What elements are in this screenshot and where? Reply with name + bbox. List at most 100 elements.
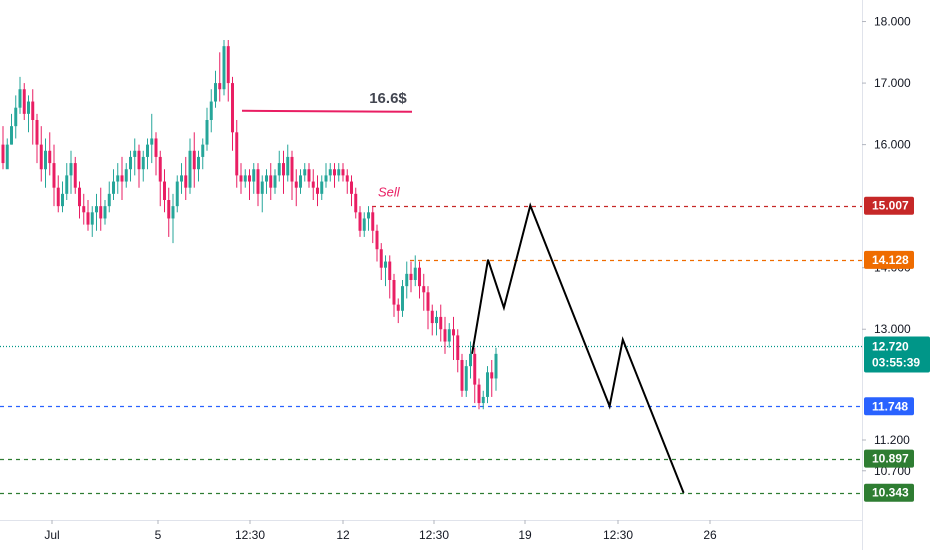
candle-body: [333, 169, 336, 176]
candle-body: [481, 396, 485, 404]
price-tag-target: [864, 449, 914, 468]
candle-body: [490, 372, 494, 379]
candle-body: [367, 212, 370, 219]
x-tick-label: 19: [518, 528, 532, 542]
time-axis[interactable]: Jul 5 12:30 12 12:30 19 12:30 26: [0, 520, 862, 542]
candle: [409, 261, 413, 293]
annotations: 16.6$ Sell: [241, 90, 685, 494]
price-tag-label: 10.897: [872, 452, 909, 466]
y-tick-label: 16.000: [874, 138, 911, 152]
candle: [103, 200, 107, 225]
candle-body: [61, 193, 64, 207]
candle: [367, 206, 370, 231]
candle: [99, 187, 103, 231]
candle-body: [303, 169, 307, 176]
candle: [265, 169, 268, 194]
candle-body: [197, 156, 200, 170]
candle: [167, 187, 171, 237]
candle: [452, 316, 455, 360]
candle: [269, 163, 273, 200]
candle-body: [371, 212, 375, 231]
candle-body: [456, 335, 460, 360]
candle-body: [375, 230, 379, 250]
candle: [218, 52, 222, 102]
candle: [146, 138, 149, 170]
candle: [116, 163, 120, 194]
candle-body: [167, 200, 171, 219]
candle: [248, 169, 251, 200]
candle-body: [252, 169, 256, 182]
candle-body: [239, 175, 243, 182]
candle-body: [150, 138, 154, 145]
sell-label: Sell: [378, 185, 401, 200]
candle-body: [107, 193, 111, 207]
candle: [286, 144, 290, 182]
candle: [290, 150, 294, 200]
candle: [243, 169, 247, 188]
candle: [209, 89, 213, 133]
candle-body: [158, 156, 162, 182]
x-tick-label: 12: [336, 528, 350, 542]
candle: [260, 175, 264, 213]
candle: [464, 360, 468, 397]
candle-body: [48, 150, 52, 164]
candle: [137, 144, 141, 188]
candle: [52, 144, 56, 207]
candle-body: [180, 175, 183, 182]
candle: [214, 70, 217, 108]
candle: [473, 347, 477, 404]
candle: [341, 163, 345, 182]
candle: [35, 113, 39, 164]
candle-body: [184, 175, 188, 188]
candle: [354, 187, 358, 219]
candle: [1, 126, 5, 170]
price-tag-entry: [864, 250, 914, 269]
projection-path: [471, 202, 685, 494]
candle-body: [396, 304, 400, 311]
x-tick-label: 12:30: [419, 528, 449, 542]
candle: [456, 329, 460, 373]
candle-body: [294, 181, 298, 188]
candle: [133, 138, 137, 176]
candle-body: [73, 163, 77, 188]
candle: [112, 169, 115, 200]
candle-body: [141, 156, 145, 170]
candle-body: [447, 329, 451, 342]
candle-body: [422, 286, 426, 293]
candle-body: [337, 169, 341, 176]
candle: [150, 113, 154, 164]
candle-body: [39, 144, 43, 170]
candle-body: [52, 163, 56, 188]
candle: [226, 40, 230, 102]
candle-body: [44, 150, 47, 170]
candle-body: [146, 144, 149, 157]
x-tick-label: 12:30: [235, 528, 265, 542]
candle: [10, 113, 13, 145]
candle: [188, 138, 192, 194]
candle: [384, 255, 387, 287]
candle: [256, 163, 260, 207]
y-tick-label: 11.200: [874, 433, 910, 447]
candle: [469, 341, 472, 379]
candle-body: [350, 181, 353, 194]
candle: [158, 150, 162, 207]
candle: [273, 169, 277, 194]
candle-body: [222, 46, 226, 90]
candle-body: [311, 181, 315, 188]
candle: [14, 95, 18, 139]
candle: [443, 316, 447, 354]
peak-label: 16.6$: [369, 90, 407, 107]
candle-body: [256, 169, 260, 194]
candle: [192, 132, 196, 188]
y-tick-label: 17.000: [874, 76, 911, 90]
candle-body: [22, 89, 26, 114]
candle: [435, 310, 438, 336]
candle: [239, 163, 243, 194]
candle: [82, 193, 86, 225]
price-tag-sell: [864, 196, 914, 215]
candle: [324, 163, 328, 188]
x-tick-label: Jul: [44, 528, 59, 542]
candle-body: [218, 83, 222, 90]
candle: [396, 298, 400, 324]
